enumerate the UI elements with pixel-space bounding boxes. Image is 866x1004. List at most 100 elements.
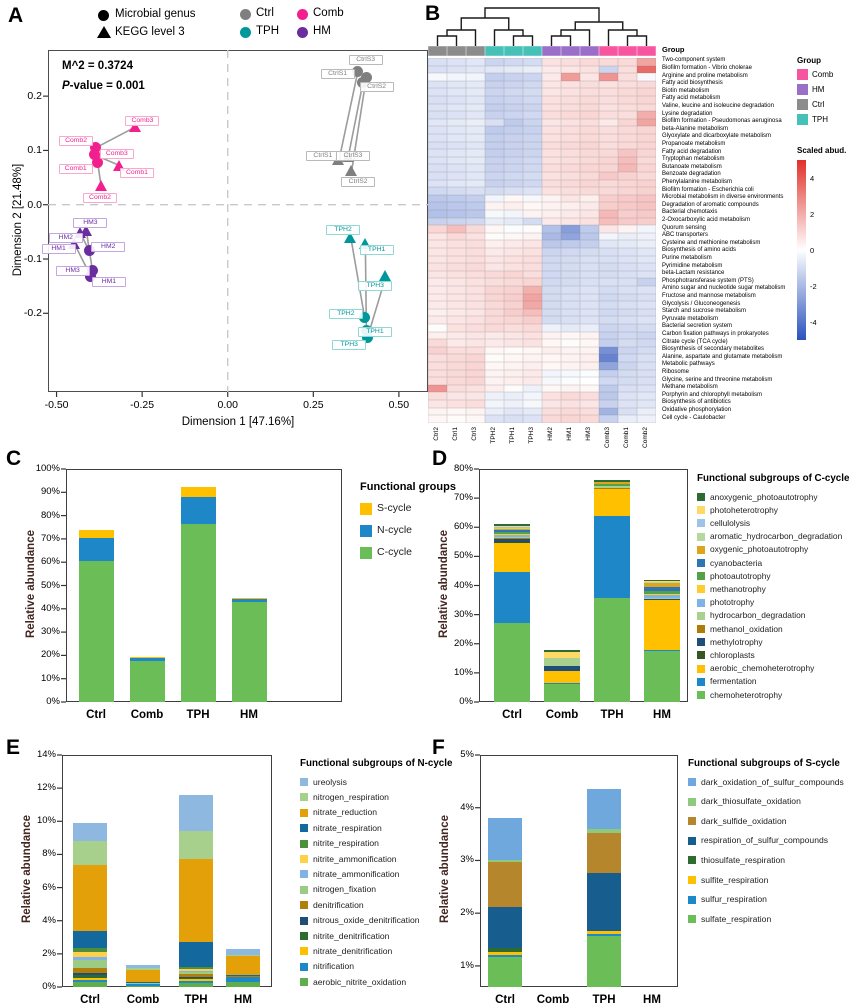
heatmap-col-label: TPH2 bbox=[490, 427, 497, 444]
legend-label: nitrate_reduction bbox=[313, 807, 378, 818]
bar-segment-anoxygenic_photoautotrophy bbox=[494, 524, 530, 526]
heatmap-cell bbox=[637, 118, 656, 127]
heatmap-row-label: Alanine, aspartate and glutamate metabol… bbox=[662, 353, 783, 360]
heatmap-cell bbox=[561, 118, 580, 127]
heatmap-cell bbox=[428, 346, 447, 355]
bar-segment-sulfate_respiration bbox=[488, 956, 522, 987]
bar-segment-nitrous_oxide_denitrification bbox=[179, 977, 213, 978]
heatmap-cell bbox=[466, 80, 485, 89]
heatmap-cell bbox=[637, 415, 656, 423]
heatmap-cell bbox=[447, 263, 466, 271]
group-color-swatch-tph bbox=[240, 27, 251, 38]
heatmap-cell bbox=[580, 118, 599, 127]
heatmap-cell bbox=[504, 156, 523, 165]
heatmap-row-label: Benzoate degradation bbox=[662, 171, 721, 178]
heatmap-cell bbox=[447, 134, 466, 142]
heatmap-cell bbox=[618, 354, 637, 362]
heatmap-cell bbox=[618, 103, 637, 112]
y-tick-label: 40% bbox=[453, 579, 473, 591]
y-tick-label: 8% bbox=[42, 848, 56, 860]
heatmap-cell bbox=[542, 255, 561, 264]
heatmap-cell bbox=[428, 240, 447, 248]
heatmap-cell bbox=[561, 392, 580, 400]
legend-label: ureolysis bbox=[313, 776, 347, 787]
heatmap-cell bbox=[561, 134, 580, 142]
heatmap-cell bbox=[618, 400, 637, 408]
legend-label: photoautotrophy bbox=[710, 570, 771, 581]
legend-swatch-phototrophy bbox=[697, 598, 705, 607]
heatmap-row-label: Microbial metabolism in diverse environm… bbox=[662, 194, 784, 201]
heatmap-cell bbox=[542, 65, 561, 74]
heatmap-cell bbox=[523, 187, 542, 195]
heatmap-cell bbox=[561, 240, 580, 248]
heatmap-cell bbox=[618, 111, 637, 119]
heatmap-cell bbox=[599, 407, 618, 416]
heatmap-cell bbox=[561, 255, 580, 264]
scatter-point-triangle bbox=[128, 121, 141, 133]
y-tick-label: 2% bbox=[42, 947, 56, 959]
heatmap-cell bbox=[504, 377, 523, 385]
heatmap-cell bbox=[618, 255, 637, 264]
heatmap-cell bbox=[523, 362, 542, 370]
heatmap-cell bbox=[466, 346, 485, 355]
bar-segment-fermentation bbox=[494, 572, 530, 624]
heatmap-cell bbox=[504, 96, 523, 104]
scatter-point-circle bbox=[90, 142, 102, 154]
heatmap-cell bbox=[523, 400, 542, 408]
heatmap-cell bbox=[485, 384, 504, 393]
heatmap-cell bbox=[523, 164, 542, 172]
legend-swatch-nitrification bbox=[300, 962, 308, 971]
bar-segment-methanotrophy bbox=[494, 533, 530, 536]
bar-segment-dark_oxidation_of_sulfur_compounds bbox=[587, 789, 621, 830]
heatmap-cell bbox=[561, 141, 580, 150]
heatmap-cell bbox=[466, 96, 485, 104]
heatmap-cell bbox=[637, 339, 656, 347]
x-category-label: Comb bbox=[126, 994, 160, 1004]
legend-label: dark_sulfide_oxidation bbox=[701, 815, 787, 826]
heatmap-cell bbox=[637, 202, 656, 210]
plot-frame bbox=[479, 469, 688, 702]
heatmap-cell bbox=[542, 316, 561, 324]
legend-swatch-cyanobacteria bbox=[697, 559, 705, 567]
heatmap-cell bbox=[428, 210, 447, 218]
heatmap-cell bbox=[618, 187, 637, 195]
heatmap-cell bbox=[637, 210, 656, 218]
heatmap-cell bbox=[523, 308, 542, 317]
bar-segment-respiration_of_sulfur_compounds bbox=[488, 906, 522, 948]
scatter-point-triangle bbox=[345, 165, 358, 177]
heatmap-cell bbox=[618, 73, 637, 81]
legend-swatch-nitrite_respiration bbox=[300, 839, 308, 848]
bar-segment-nitrogen_fixation bbox=[126, 982, 160, 984]
legend-label: methanol_oxidation bbox=[710, 623, 783, 634]
heatmap-cell bbox=[599, 65, 618, 74]
heatmap-cell bbox=[504, 270, 523, 279]
heatmap-cell bbox=[447, 377, 466, 385]
panel-e-n-cycle: E 0% 2% 4% 6% 8% 10% 12% 14% Relative abundance C… bbox=[0, 730, 452, 1004]
legend-label: chemoheterotrophy bbox=[710, 689, 783, 700]
heatmap-cell bbox=[580, 58, 599, 66]
heatmap-cell bbox=[561, 65, 580, 74]
heatmap-cell bbox=[637, 179, 656, 188]
heatmap-cell bbox=[523, 286, 542, 294]
heatmap-cell bbox=[447, 65, 466, 74]
heatmap-cell bbox=[523, 118, 542, 127]
heatmap-cell bbox=[504, 255, 523, 264]
colorbar-title: Scaled abud. bbox=[797, 146, 847, 155]
heatmap-cell bbox=[637, 286, 656, 294]
y-tick-label: 4% bbox=[42, 914, 56, 926]
heatmap-row-label: Biosynthesis of secondary metabolites bbox=[662, 346, 765, 353]
heatmap-cell bbox=[542, 118, 561, 127]
heatmap-cell bbox=[466, 369, 485, 378]
heatmap-cell bbox=[466, 202, 485, 210]
heatmap-cell bbox=[599, 187, 618, 195]
legend-label: nitrate_denitrification bbox=[313, 945, 393, 956]
heatmap-row-label: Fatty acid biosynthesis bbox=[662, 80, 723, 87]
heatmap-cell bbox=[523, 346, 542, 355]
heatmap-cell bbox=[637, 65, 656, 74]
x-category-label: TPH bbox=[186, 709, 210, 721]
heatmap-cell bbox=[599, 278, 618, 286]
heatmap-cell bbox=[637, 103, 656, 112]
heatmap-cell bbox=[542, 346, 561, 355]
bar-segment-aerobic_nitrite_oxidation bbox=[179, 982, 213, 987]
heatmap-cell bbox=[599, 88, 618, 96]
